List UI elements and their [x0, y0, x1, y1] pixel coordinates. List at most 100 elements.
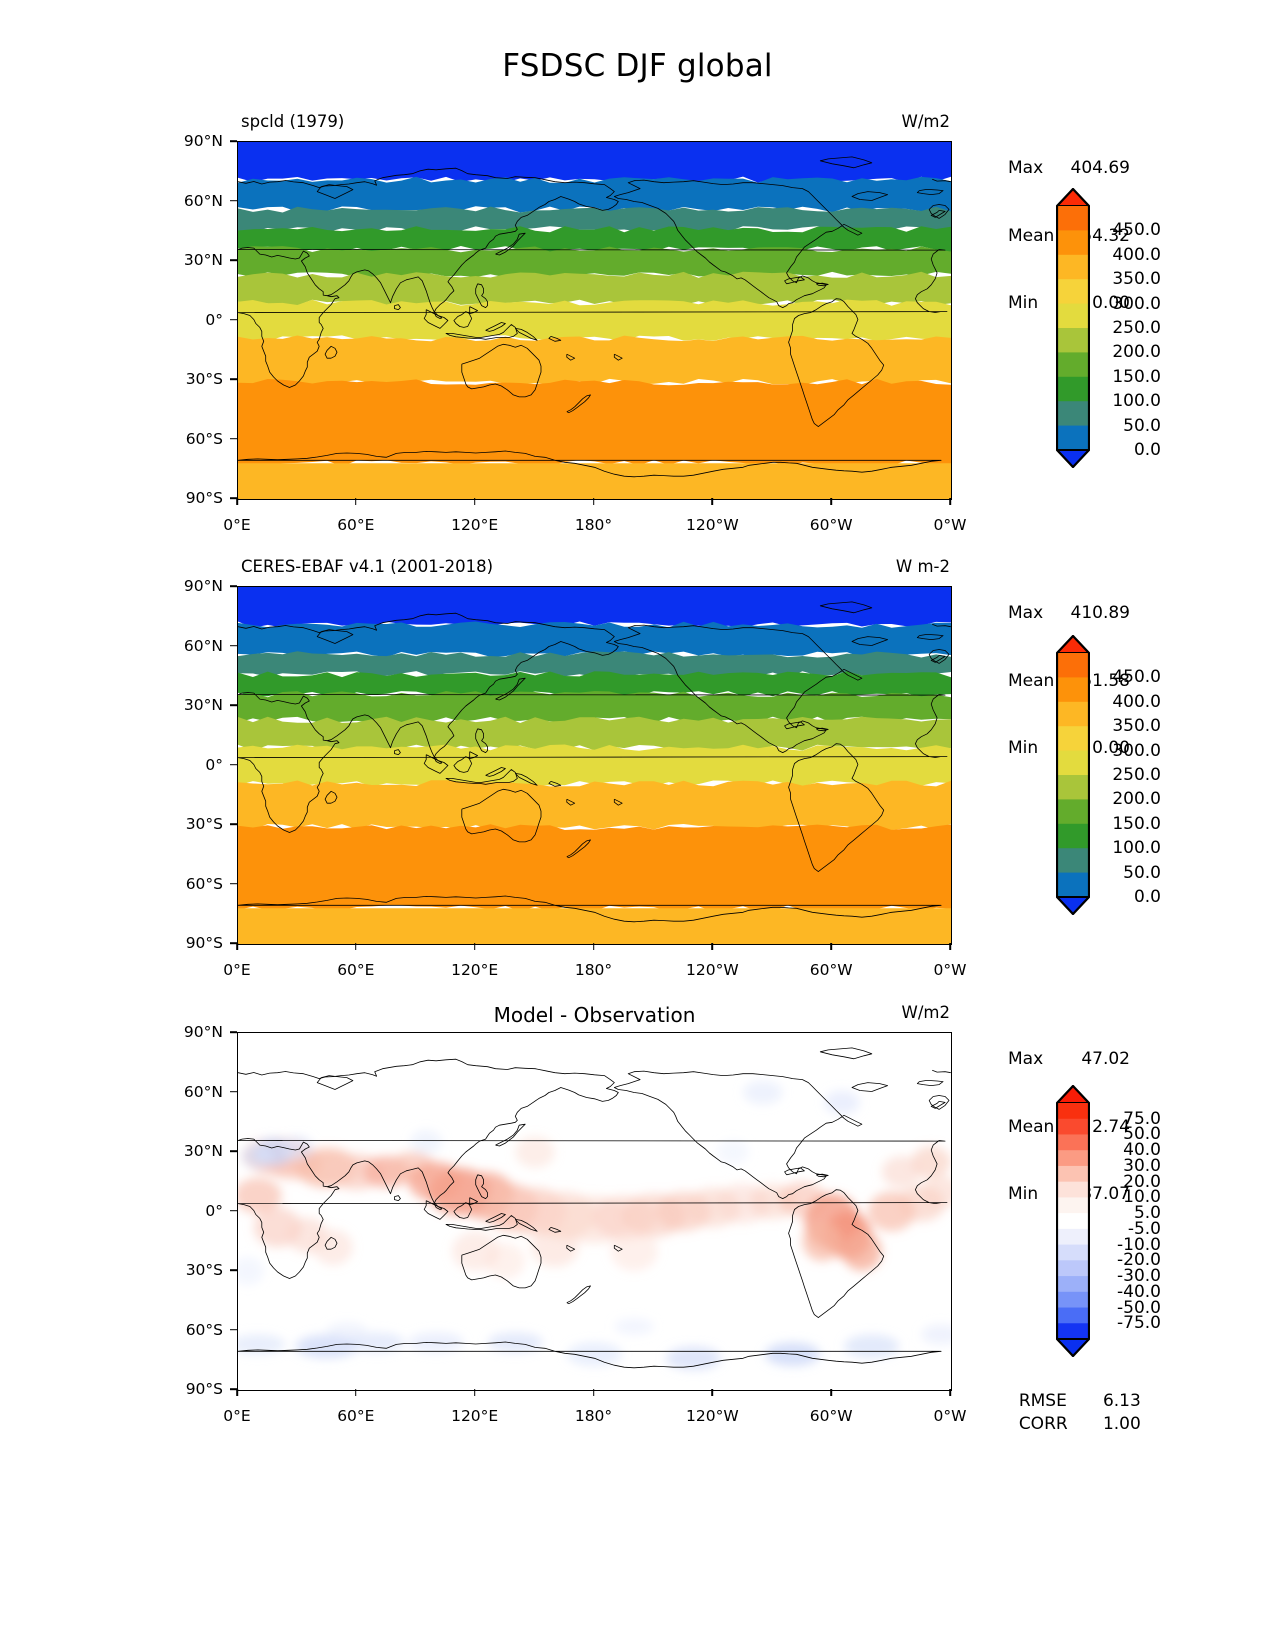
- y-axis-label: 60°S: [185, 874, 223, 893]
- colorbar-tick-label: 100.0: [1112, 838, 1161, 859]
- x-axis-label: 60°W: [809, 516, 853, 534]
- colorbar-difference[interactable]: 75.0 50.0 40.0 30.0 20.0 10.0 5.0 -5.0 -10.0 -20.…: [1056, 1085, 1161, 1357]
- x-axis-tick: [711, 1389, 714, 1396]
- colorbar-absolute-model[interactable]: 450.0 400.0 350.0 300.0 250.0 200.0 150.0 100.0…: [1056, 188, 1161, 468]
- colorbar-tick-label: 200.0: [1112, 342, 1161, 363]
- y-axis-tick: [230, 1269, 237, 1271]
- panel-model: spcld (1979) W/m2 90°N 60°N 30°N 0° 30°S 60°S…: [184, 112, 967, 534]
- x-axis-label: 60°W: [809, 1407, 853, 1425]
- colorbar-tick-label: 350.0: [1112, 269, 1161, 290]
- colorbar-tick-label: -20.0: [1117, 1250, 1161, 1271]
- x-axis-tick: [236, 1389, 238, 1396]
- colorbar-tick-label: 450.0: [1112, 220, 1161, 241]
- x-axis-label: 120°W: [685, 516, 739, 534]
- colorbar-tick-label: 400.0: [1112, 691, 1161, 712]
- x-axis-label: 60°E: [337, 1407, 375, 1425]
- colorbar-tick-label: 50.0: [1123, 415, 1161, 436]
- x-axis-label: 180°: [574, 1407, 613, 1425]
- colorbar-tick-label: 5.0: [1133, 1203, 1161, 1224]
- y-axis-tick: [230, 942, 237, 944]
- colorbar-tick-label: 20.0: [1123, 1171, 1161, 1192]
- x-axis-tick: [830, 1389, 832, 1396]
- y-axis-label: 90°N: [183, 1023, 223, 1041]
- x-axis-tick: [592, 498, 595, 505]
- colorbar-tick-label: 75.0: [1123, 1108, 1161, 1129]
- x-axis-tick: [473, 1389, 476, 1396]
- y-axis-label: 30°S: [185, 815, 223, 833]
- x-axis-label: 60°E: [337, 961, 375, 979]
- colorbar-tick-label: 450.0: [1112, 667, 1161, 688]
- x-axis-label: 0°E: [223, 516, 251, 534]
- x-axis-tick: [711, 498, 714, 505]
- x-axis-tick: [355, 498, 357, 505]
- x-axis-tick: [830, 498, 832, 505]
- x-axis-label: 180°: [574, 516, 613, 534]
- map-canvas-observation[interactable]: [237, 586, 952, 945]
- y-axis-label: 0°: [205, 755, 223, 774]
- x-axis-label: 60°E: [337, 516, 375, 534]
- colorbar-tick-label: 150.0: [1112, 366, 1161, 387]
- x-axis-tick: [473, 498, 476, 505]
- y-axis-tick: [230, 1209, 237, 1212]
- colorbar-tick-label: 250.0: [1112, 318, 1161, 338]
- stat-rmse: RMSE 6.13: [1018, 1391, 1141, 1411]
- stat-max: Max 410.89: [1008, 603, 1130, 623]
- y-axis-tick: [230, 1150, 237, 1152]
- map-canvas-model[interactable]: [237, 141, 952, 500]
- x-axis-label: 120°E: [451, 516, 499, 534]
- colorbar-tick-label: 0.0: [1133, 887, 1161, 907]
- colorbar-tick-label: 10.0: [1123, 1187, 1161, 1208]
- x-axis-label: 0°E: [223, 1407, 251, 1425]
- x-axis-label: 0°W: [933, 961, 967, 979]
- panel-observation-units: W m-2: [895, 557, 950, 576]
- y-axis-label: 90°N: [183, 577, 223, 595]
- x-axis-tick: [592, 943, 595, 950]
- colorbar-tick-label: -30.0: [1117, 1266, 1161, 1287]
- y-axis-tick: [230, 1328, 237, 1331]
- y-axis-tick: [230, 1090, 237, 1093]
- y-axis-label: 60°S: [185, 429, 223, 448]
- x-axis-label: 0°E: [223, 961, 251, 979]
- panel-observation-header: CERES-EBAF v4.1 (2001-2018) W m-2: [237, 557, 952, 581]
- colorbar-tick-label: 30.0: [1123, 1155, 1161, 1176]
- colorbar-tick-label: 250.0: [1112, 765, 1161, 785]
- colorbar-absolute-observation[interactable]: 450.0 400.0 350.0 300.0 250.0 200.0 150.0 100.0…: [1056, 635, 1161, 915]
- y-axis-tick: [230, 585, 237, 587]
- colorbar-tick-label: 40.0: [1123, 1140, 1161, 1161]
- panel-difference-header: Model - Observation W/m2: [237, 1003, 952, 1027]
- y-axis-tick: [230, 823, 237, 825]
- y-axis-label: 90°S: [185, 489, 223, 507]
- x-axis-tick: [355, 1389, 357, 1396]
- y-axis-label: 30°N: [183, 251, 223, 269]
- x-axis-label: 120°E: [451, 1407, 499, 1425]
- colorbar-tick-label: -40.0: [1117, 1281, 1161, 1302]
- colorbar-tick-label: 200.0: [1112, 789, 1161, 810]
- colorbar-tick-label: -5.0: [1127, 1218, 1161, 1239]
- y-axis-tick: [230, 704, 237, 706]
- stat-mean: Mean 2.74: [1008, 1116, 1130, 1137]
- colorbar-swatches: [1056, 635, 1090, 915]
- y-axis-tick: [230, 497, 237, 499]
- colorbar-tick-label: 50.0: [1123, 862, 1161, 883]
- y-axis-label: 0°: [205, 1201, 223, 1220]
- stat-min: Min 0.00: [1008, 738, 1130, 758]
- y-axis-tick: [230, 437, 237, 440]
- x-axis-tick: [355, 943, 357, 950]
- y-axis-tick: [230, 763, 237, 766]
- stats-difference-skill: RMSE 6.13 CORR 1.00: [1008, 1367, 1141, 1436]
- x-axis-label: 60°W: [809, 961, 853, 979]
- y-axis-label: 60°N: [183, 1082, 223, 1101]
- colorbar-tick-label: 100.0: [1112, 391, 1161, 412]
- y-axis-tick: [230, 259, 237, 261]
- x-axis-tick: [592, 1389, 595, 1396]
- y-axis-tick: [230, 882, 237, 885]
- x-axis-tick: [949, 1389, 951, 1396]
- map-canvas-difference[interactable]: [237, 1032, 952, 1391]
- page-title: FSDSC DJF global: [502, 48, 773, 84]
- y-axis-label: 30°N: [183, 696, 223, 714]
- y-axis-label: 60°N: [183, 636, 223, 655]
- x-axis-tick: [830, 943, 832, 950]
- y-axis-label: 0°: [205, 310, 223, 329]
- x-axis-label: 0°W: [933, 1407, 967, 1425]
- x-axis-label: 120°W: [685, 961, 739, 979]
